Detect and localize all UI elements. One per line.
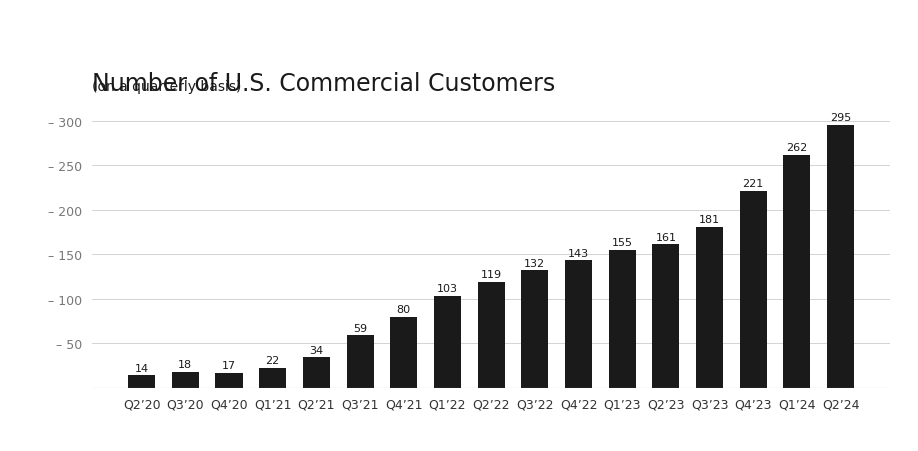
Bar xyxy=(653,245,679,388)
Text: 262: 262 xyxy=(787,143,808,152)
Bar xyxy=(346,336,374,388)
Text: 22: 22 xyxy=(265,356,280,366)
Bar xyxy=(783,155,811,388)
Text: 295: 295 xyxy=(830,113,851,123)
Text: 59: 59 xyxy=(353,323,367,333)
Bar xyxy=(172,372,199,388)
Bar xyxy=(521,271,548,388)
Text: 181: 181 xyxy=(699,215,720,225)
Text: (on a quarterly basis): (on a quarterly basis) xyxy=(92,79,241,93)
Bar xyxy=(390,317,418,388)
Bar xyxy=(216,373,242,388)
Text: 161: 161 xyxy=(655,232,677,242)
Bar xyxy=(129,375,155,388)
Text: Number of U.S. Commercial Customers: Number of U.S. Commercial Customers xyxy=(92,72,555,96)
Text: 155: 155 xyxy=(611,238,633,248)
Bar xyxy=(565,261,592,388)
Text: 80: 80 xyxy=(397,304,411,314)
Bar xyxy=(609,250,636,388)
Bar xyxy=(303,358,330,388)
Text: 119: 119 xyxy=(480,270,502,280)
Text: 18: 18 xyxy=(178,359,193,369)
Bar xyxy=(477,282,505,388)
Bar xyxy=(827,126,854,388)
Text: 132: 132 xyxy=(524,258,545,268)
Text: 14: 14 xyxy=(135,363,149,373)
Text: 103: 103 xyxy=(437,284,458,294)
Text: 34: 34 xyxy=(309,345,323,355)
Bar xyxy=(740,192,767,388)
Text: 17: 17 xyxy=(222,360,236,370)
Bar xyxy=(259,368,286,388)
Text: 143: 143 xyxy=(568,248,589,258)
Bar xyxy=(696,227,723,388)
Text: 221: 221 xyxy=(743,179,764,189)
Bar xyxy=(434,296,461,388)
